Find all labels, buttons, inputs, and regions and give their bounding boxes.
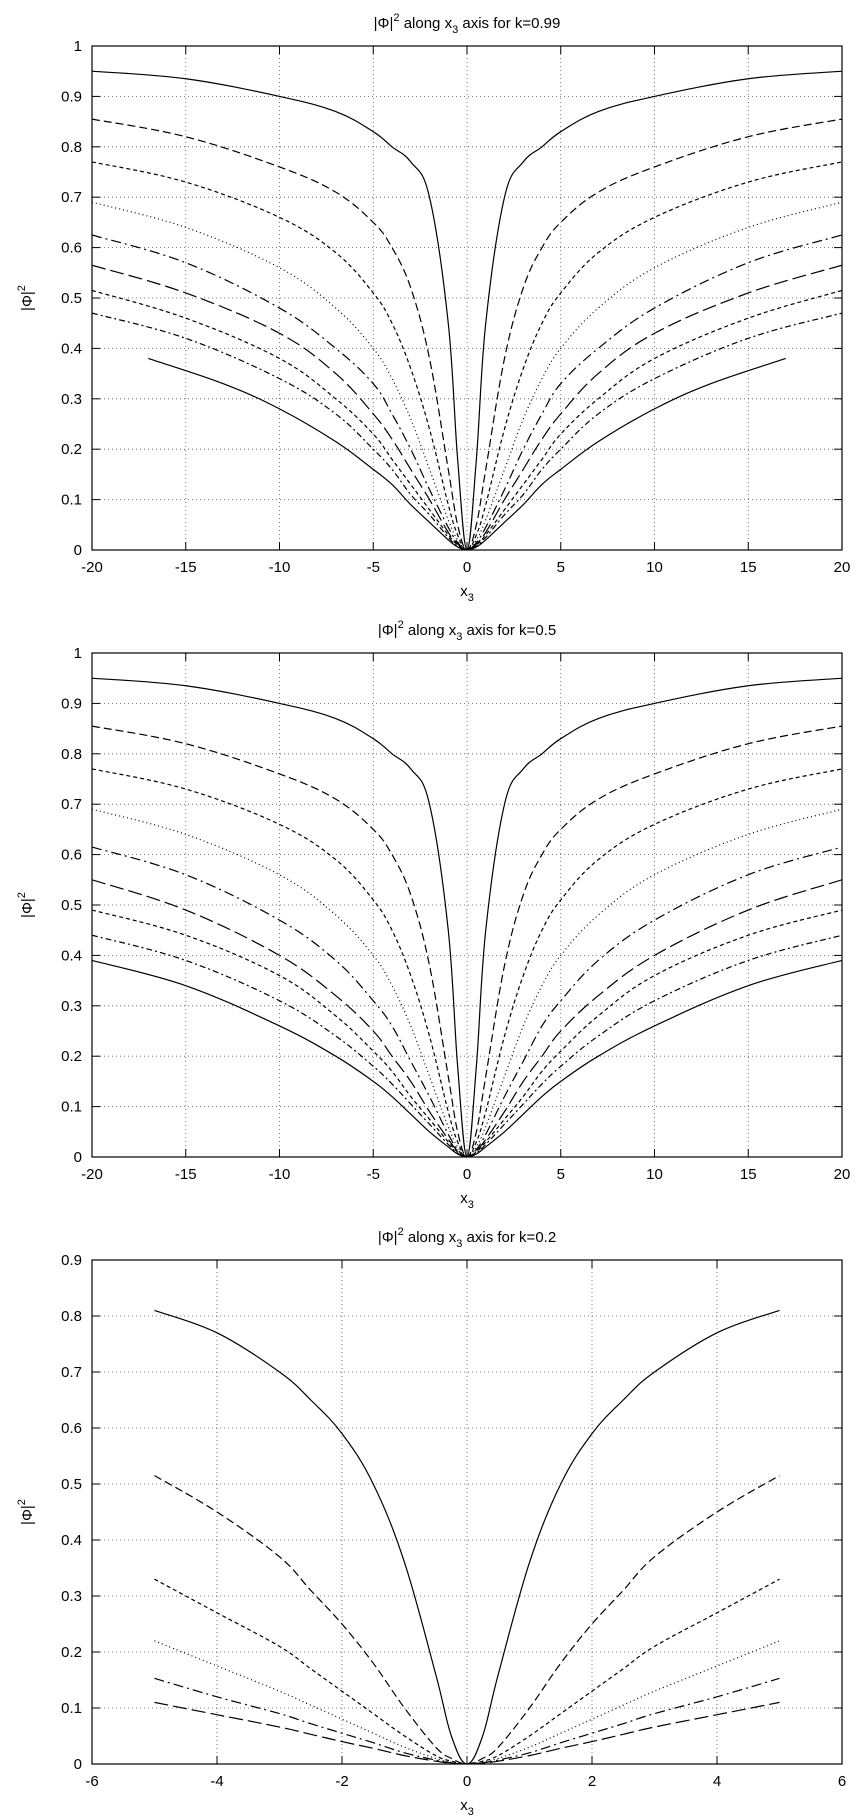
y-tick-label: 0.9 [61, 88, 82, 105]
y-tick-label: 0.1 [61, 1700, 82, 1717]
y-tick-label: 0.6 [61, 1420, 82, 1437]
series-line-7 [92, 289, 842, 550]
grid [92, 1260, 842, 1764]
series-line-6 [92, 879, 842, 1157]
series-line-1 [154, 1309, 780, 1764]
y-tick-label: 0.5 [61, 1476, 82, 1493]
y-tick-label: 0.2 [61, 1644, 82, 1661]
x-tick-label: -10 [269, 1166, 291, 1183]
x-tick-label: 10 [646, 559, 663, 576]
y-tick-label: 0.7 [61, 1364, 82, 1381]
series-line-8 [92, 934, 842, 1157]
x-tick-label: -2 [335, 1773, 348, 1790]
x-tick-label: -6 [85, 1773, 98, 1790]
y-axis-label: |Φ|2 [16, 892, 36, 918]
x-tick-label: 15 [740, 1166, 757, 1183]
y-tick-label: 0.2 [61, 441, 82, 458]
y-tick-label: 0.6 [61, 240, 82, 257]
chart-title: |Φ|2 along x3 axis for k=0.99 [374, 12, 561, 36]
y-tick-label: 0.3 [61, 391, 82, 408]
series-line-2 [154, 1475, 780, 1764]
y-tick-label: 0.4 [61, 340, 82, 357]
x-axis-label: x3 [460, 1190, 474, 1211]
series-line-1 [92, 677, 842, 1157]
x-tick-label: -20 [81, 1166, 103, 1183]
series-line-2 [92, 725, 842, 1157]
y-tick-label: 0.4 [61, 947, 82, 964]
x-tick-label: -5 [367, 1166, 380, 1183]
x-tick-label: 2 [588, 1773, 596, 1790]
series-line-4 [92, 808, 842, 1157]
y-tick-label: 0.4 [61, 1532, 82, 1549]
y-axis-label: |Φ|2 [16, 1499, 36, 1525]
y-tick-label: 0.2 [61, 1048, 82, 1065]
series-line-3 [92, 768, 842, 1157]
series-group [154, 1309, 780, 1764]
y-tick-label: 0.3 [61, 998, 82, 1015]
x-tick-label: 0 [463, 1773, 471, 1790]
y-tick-label: 0.6 [61, 847, 82, 864]
x-tick-label: 20 [834, 1166, 851, 1183]
x-tick-label: 4 [713, 1773, 721, 1790]
series-line-4 [92, 201, 842, 550]
series-line-2 [92, 118, 842, 550]
y-tick-label: 1 [74, 38, 82, 55]
series-line-3 [154, 1578, 780, 1764]
series-group [92, 70, 842, 550]
x-tick-label: 0 [463, 559, 471, 576]
series-line-6 [154, 1701, 780, 1764]
grid [92, 653, 842, 1157]
y-tick-label: 0.1 [61, 1099, 82, 1116]
y-tick-label: 0 [74, 1756, 82, 1773]
chart-k-0.5: -20 -15 -10 -5 0 5 10 15 20 0 0.1 0.2 0.3 0.4 0.5 0.6 0.… [16, 619, 850, 1211]
y-tick-label: 0.3 [61, 1588, 82, 1605]
series-line-8 [92, 312, 842, 550]
x-tick-label: -10 [269, 559, 291, 576]
y-tick-label: 0.8 [61, 139, 82, 156]
series-line-5 [92, 846, 842, 1157]
chart-title: |Φ|2 along x3 axis for k=0.5 [378, 619, 556, 643]
series-line-1 [92, 70, 842, 550]
x-tick-label: -15 [175, 559, 197, 576]
x-axis-label: x3 [460, 583, 474, 604]
y-tick-label: 0.1 [61, 492, 82, 509]
series-line-9 [92, 959, 842, 1157]
y-tick-label: 0.7 [61, 796, 82, 813]
y-tick-label: 0.8 [61, 746, 82, 763]
y-tick-label: 0.5 [61, 897, 82, 914]
series-line-6 [92, 264, 842, 550]
x-tick-label: 5 [557, 559, 565, 576]
y-axis-label: |Φ|2 [16, 285, 36, 311]
x-tick-label: 20 [834, 559, 851, 576]
y-tick-label: 0 [74, 1149, 82, 1166]
y-tick-label: 0 [74, 542, 82, 559]
chart-k-0.2: -6 -4 -2 0 2 4 6 0 0.1 0.2 0.3 0.4 0.5 0.6 0.7 0.8 0.9 |Φ… [16, 1226, 846, 1818]
series-line-4 [154, 1640, 780, 1764]
x-tick-label: -5 [367, 559, 380, 576]
series-line-3 [92, 161, 842, 550]
series-line-7 [92, 909, 842, 1157]
x-tick-label: -15 [175, 1166, 197, 1183]
x-tick-label: -20 [81, 559, 103, 576]
y-tick-label: 0.9 [61, 695, 82, 712]
y-tick-label: 0.7 [61, 189, 82, 206]
x-tick-label: 15 [740, 559, 757, 576]
x-tick-label: 10 [646, 1166, 663, 1183]
x-tick-label: 6 [838, 1773, 846, 1790]
y-tick-label: 0.5 [61, 290, 82, 307]
x-tick-label: 5 [557, 1166, 565, 1183]
chart-k-0.99: -20 -15 -10 -5 0 5 10 15 20 0 0.1 0.2 0.3 0.4 0.5 0.6 0.… [16, 12, 850, 604]
x-tick-label: 0 [463, 1166, 471, 1183]
x-tick-label: -4 [210, 1773, 223, 1790]
series-line-5 [154, 1677, 780, 1764]
series-group [92, 677, 842, 1157]
y-tick-label: 0.8 [61, 1308, 82, 1325]
y-tick-label: 1 [74, 645, 82, 662]
x-axis-label: x3 [460, 1797, 474, 1818]
grid [92, 46, 842, 550]
chart-title: |Φ|2 along x3 axis for k=0.2 [378, 1226, 556, 1250]
y-tick-label: 0.9 [61, 1252, 82, 1269]
series-line-9 [148, 357, 786, 550]
